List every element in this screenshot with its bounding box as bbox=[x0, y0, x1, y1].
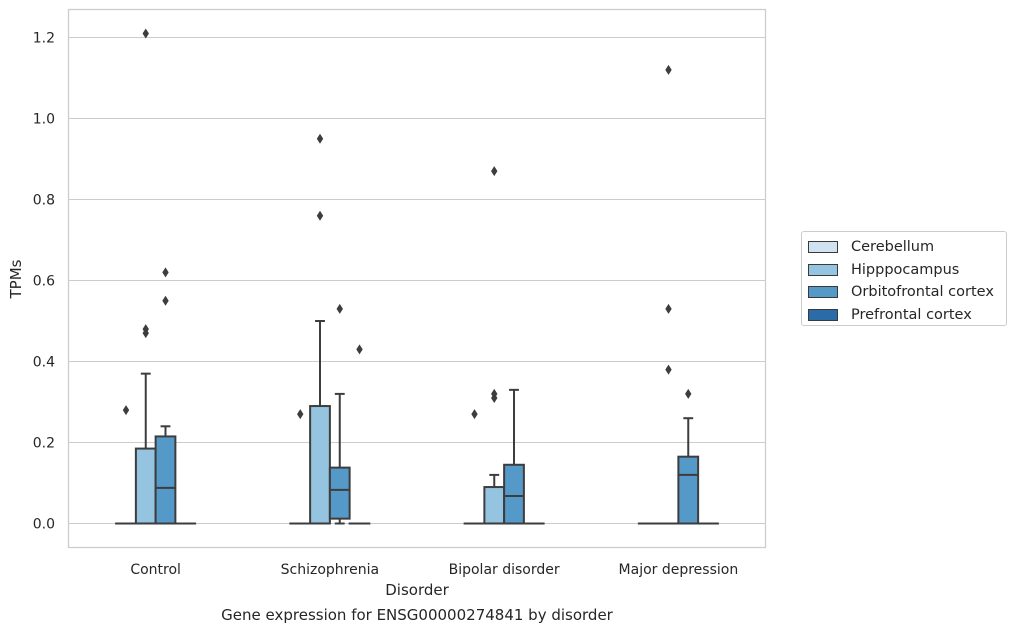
y-axis-label: TPMs bbox=[7, 259, 25, 299]
y-tick-label: 0.2 bbox=[33, 436, 55, 452]
outlier-point bbox=[685, 388, 692, 399]
y-tick-labels: 0.0 0.2 0.4 0.6 0.8 1.0 1.2 bbox=[33, 31, 55, 533]
box-body bbox=[483, 486, 506, 525]
box-orbitofrontal-cortex-0 bbox=[154, 425, 177, 525]
x-tick-label: Bipolar disorder bbox=[449, 562, 560, 578]
x-tick-labels: Control Schizophrenia Bipolar disorder Majo… bbox=[130, 562, 738, 578]
legend-item: Prefrontal cortex bbox=[802, 304, 1006, 327]
outlier-point bbox=[316, 210, 324, 221]
box-hipppocampus-1 bbox=[309, 320, 331, 525]
y-tick-label: 0.4 bbox=[33, 355, 55, 371]
outlier-point bbox=[297, 409, 304, 420]
outlier-point bbox=[122, 405, 130, 416]
box-hipppocampus-2 bbox=[483, 473, 506, 525]
y-tick-label: 1.2 bbox=[33, 31, 55, 47]
box-body bbox=[134, 447, 157, 525]
legend-swatch bbox=[808, 308, 838, 321]
x-tick-label: Major depression bbox=[619, 562, 739, 578]
outlier-point bbox=[336, 303, 343, 314]
y-tick-label: 1.0 bbox=[33, 112, 55, 128]
legend: Cerebellum Hipppocampus Orbitofrontal cort… bbox=[801, 231, 1007, 326]
box-hipppocampus-0 bbox=[134, 372, 157, 525]
outlier-point bbox=[665, 303, 672, 314]
outlier-point bbox=[142, 28, 149, 39]
grid-lines bbox=[68, 36, 766, 525]
outlier-point bbox=[356, 344, 363, 355]
outlier-point bbox=[162, 267, 169, 278]
box-orbitofrontal-cortex-2 bbox=[503, 388, 525, 525]
outlier-point bbox=[162, 295, 169, 306]
y-tick-label: 0.8 bbox=[33, 193, 55, 209]
outlier-point bbox=[316, 133, 324, 144]
x-tick-label: Control bbox=[130, 562, 181, 578]
outlier-point bbox=[665, 64, 672, 75]
legend-swatch bbox=[808, 263, 838, 276]
legend-swatch bbox=[808, 241, 838, 254]
outlier-point bbox=[665, 364, 672, 375]
box-orbitofrontal-cortex-1 bbox=[328, 392, 351, 525]
box-plots bbox=[115, 320, 719, 525]
outlier-point bbox=[491, 166, 498, 177]
legend-label: Hipppocampus bbox=[851, 261, 960, 278]
legend-item: Cerebellum bbox=[802, 236, 1006, 259]
box-orbitofrontal-cortex-3 bbox=[677, 417, 700, 525]
outlier-points bbox=[122, 28, 692, 420]
legend-swatch bbox=[808, 286, 838, 299]
plot-frame bbox=[67, 8, 767, 549]
box-body bbox=[154, 435, 177, 525]
legend-item: Orbitofrontal cortex bbox=[802, 281, 1006, 304]
box-body bbox=[328, 466, 351, 520]
box-body bbox=[677, 455, 700, 525]
outlier-point bbox=[491, 388, 498, 399]
legend-label: Orbitofrontal cortex bbox=[851, 284, 994, 301]
figure-caption: Gene expression for ENSG00000274841 by d… bbox=[221, 606, 613, 624]
x-tick-label: Schizophrenia bbox=[281, 562, 379, 578]
outlier-point bbox=[142, 324, 149, 335]
legend-label: Prefrontal cortex bbox=[851, 306, 972, 323]
box-body bbox=[503, 463, 525, 525]
y-tick-label: 0.0 bbox=[33, 517, 55, 533]
box-body bbox=[309, 405, 331, 525]
y-tick-label: 0.6 bbox=[33, 274, 55, 290]
outlier-point bbox=[471, 409, 478, 420]
x-axis-label: Disorder bbox=[385, 581, 449, 599]
legend-label: Cerebellum bbox=[851, 239, 935, 256]
legend-item: Hipppocampus bbox=[802, 259, 1006, 282]
